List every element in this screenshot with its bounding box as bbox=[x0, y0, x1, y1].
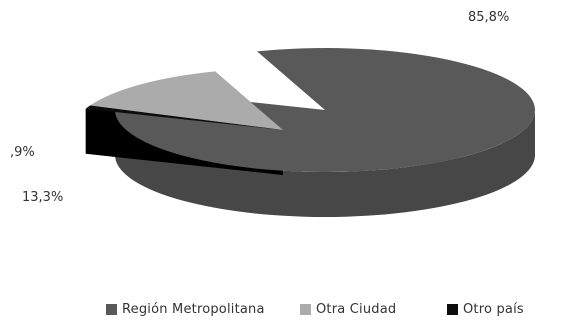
legend: Región Metropolitana Otra Ciudad Otro pa… bbox=[0, 302, 562, 322]
legend-swatch-otra-ciudad bbox=[300, 304, 311, 315]
pie-tops bbox=[85, 48, 535, 172]
pie-side-0 bbox=[115, 110, 535, 217]
data-labels: 85,8% ,9% 13,3% bbox=[10, 10, 509, 205]
pie-slice-2 bbox=[85, 105, 283, 130]
legend-item-region-metropolitana: Región Metropolitana bbox=[106, 302, 265, 317]
legend-item-otra-ciudad: Otra Ciudad bbox=[300, 302, 396, 317]
data-label-2: ,9% bbox=[10, 145, 35, 160]
legend-swatch-region-metropolitana bbox=[106, 304, 117, 315]
legend-item-otro-pais: Otro país bbox=[447, 302, 524, 317]
legend-swatch-otro-pais bbox=[447, 304, 458, 315]
pie-slice-1 bbox=[90, 71, 283, 130]
legend-label: Otra Ciudad bbox=[316, 302, 397, 317]
pie-slice-0 bbox=[115, 48, 535, 172]
legend-label: Otro país bbox=[463, 302, 524, 317]
legend-label: Región Metropolitana bbox=[122, 302, 265, 317]
data-label-0: 85,8% bbox=[468, 10, 509, 25]
data-label-1: 13,3% bbox=[22, 190, 63, 205]
